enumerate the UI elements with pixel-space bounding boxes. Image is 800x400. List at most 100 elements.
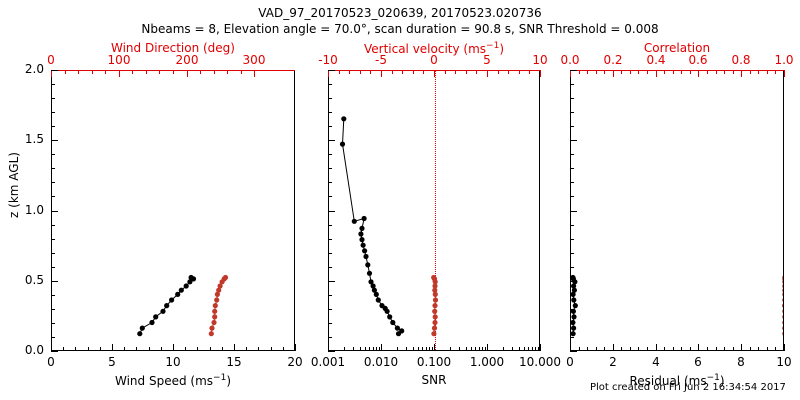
- bottom-minor-tick-residual: [596, 347, 597, 351]
- top-axis-title-wind: Wind Direction (deg): [111, 41, 235, 55]
- top-ticklabel-snr: -10: [318, 53, 338, 67]
- y-minor-tick-residual: [570, 337, 574, 338]
- bottom-minor-tick-snr: [418, 347, 419, 351]
- bottom-minor-tick-residual: [638, 347, 639, 351]
- y-minor-tick-wind: [51, 323, 55, 324]
- bottom-tick-snr: [540, 344, 541, 351]
- bottom-tick-snr: [487, 344, 488, 351]
- bottom-tick-residual: [698, 344, 699, 351]
- bottom-minor-tick-snr: [369, 347, 370, 351]
- bottom-ticklabel-wind: 20: [287, 355, 303, 369]
- bottom-ticklabel-wind: 15: [226, 355, 242, 369]
- top-minor-tick-residual: [630, 70, 631, 74]
- y-minor-tick-residual: [570, 168, 574, 169]
- bottom-minor-tick-snr: [466, 347, 467, 351]
- top-ticklabel-residual: 0.2: [603, 53, 623, 67]
- y-minor-tick-residual: [570, 323, 574, 324]
- y-minor-tick-residual: [570, 295, 574, 296]
- top-minor-tick-snr: [498, 70, 499, 74]
- bottom-tick-snr: [381, 344, 382, 351]
- bottom-tick-residual: [570, 344, 571, 351]
- top-minor-tick-wind: [92, 70, 93, 74]
- plot-frame-snr: [328, 70, 540, 351]
- y-tick-wind: [51, 281, 58, 282]
- top-ticklabel-residual: 1.0: [774, 53, 794, 67]
- top-minor-tick-residual: [647, 70, 648, 74]
- plot-area-snr: [329, 71, 539, 350]
- top-minor-tick-residual: [758, 70, 759, 74]
- bottom-minor-tick-residual: [681, 347, 682, 351]
- bottom-minor-tick-snr: [475, 347, 476, 351]
- y-minor-tick-residual: [570, 112, 574, 113]
- bottom-minor-tick-snr: [450, 347, 451, 351]
- y-minor-tick-snr: [328, 168, 332, 169]
- top-tick-snr: [434, 70, 435, 77]
- y-minor-tick-residual: [570, 196, 574, 197]
- top-tick-residual: [784, 70, 785, 77]
- y-tick-snr: [328, 281, 335, 282]
- top-tick-wind: [51, 70, 52, 77]
- bottom-tick-wind: [295, 344, 296, 351]
- bottom-tick-wind: [112, 344, 113, 351]
- bottom-minor-tick-snr: [373, 347, 374, 351]
- y-minor-tick-snr: [328, 323, 332, 324]
- bottom-minor-tick-residual: [604, 347, 605, 351]
- y-tick-residual: [570, 140, 577, 141]
- y-minor-tick-residual: [570, 253, 574, 254]
- top-ticklabel-residual: 0.8: [731, 53, 751, 67]
- bottom-minor-tick-snr: [426, 347, 427, 351]
- top-minor-tick-wind: [146, 70, 147, 74]
- y-tick-wind: [51, 70, 58, 71]
- y-minor-tick-snr: [328, 309, 332, 310]
- bottom-minor-tick-residual: [775, 347, 776, 351]
- y-minor-tick-wind: [51, 182, 55, 183]
- bottom-minor-tick-snr: [538, 347, 539, 351]
- bottom-minor-tick-wind: [75, 347, 76, 351]
- y-minor-tick-snr: [328, 98, 332, 99]
- figure-title-line-1: VAD_97_20170523_020639, 20170523.020736: [258, 6, 542, 20]
- top-minor-tick-wind: [214, 70, 215, 74]
- top-minor-tick-wind: [227, 70, 228, 74]
- plot-area-wind: [52, 71, 294, 350]
- bottom-minor-tick-snr: [528, 347, 529, 351]
- bottom-minor-tick-snr: [422, 347, 423, 351]
- top-tick-snr: [487, 70, 488, 77]
- y-minor-tick-residual: [570, 309, 574, 310]
- y-minor-tick-snr: [328, 225, 332, 226]
- y-minor-tick-residual: [570, 126, 574, 127]
- bottom-minor-tick-snr: [376, 347, 377, 351]
- bottom-minor-tick-snr: [471, 347, 472, 351]
- y-minor-tick-wind: [51, 84, 55, 85]
- top-minor-tick-snr: [455, 70, 456, 74]
- bottom-minor-tick-snr: [524, 347, 525, 351]
- series-vertical-velocity: [431, 274, 439, 337]
- bottom-tick-wind: [173, 344, 174, 351]
- y-minor-tick-wind: [51, 154, 55, 155]
- bottom-ticklabel-residual: 4: [652, 355, 660, 369]
- top-minor-tick-wind: [78, 70, 79, 74]
- y-minor-tick-wind: [51, 267, 55, 268]
- y-minor-tick-snr: [328, 126, 332, 127]
- top-ticklabel-wind: 300: [242, 53, 266, 67]
- bottom-tick-snr: [434, 344, 435, 351]
- top-tick-residual: [741, 70, 742, 77]
- bottom-tick-wind: [234, 344, 235, 351]
- top-minor-tick-residual: [638, 70, 639, 74]
- bottom-minor-tick-snr: [532, 347, 533, 351]
- top-minor-tick-wind: [132, 70, 133, 74]
- y-minor-tick-residual: [570, 239, 574, 240]
- bottom-minor-tick-residual: [733, 347, 734, 351]
- top-tick-snr: [328, 70, 329, 77]
- bottom-minor-tick-residual: [767, 347, 768, 351]
- bottom-minor-tick-residual: [630, 347, 631, 351]
- top-tick-snr: [540, 70, 541, 77]
- bottom-minor-tick-wind: [246, 347, 247, 351]
- bottom-minor-tick-wind: [271, 347, 272, 351]
- bottom-minor-tick-residual: [707, 347, 708, 351]
- y-minor-tick-wind: [51, 239, 55, 240]
- y-minor-tick-snr: [328, 295, 332, 296]
- y-ticklabel: 0.0: [24, 343, 44, 357]
- bottom-tick-wind: [51, 344, 52, 351]
- bottom-minor-tick-snr: [413, 347, 414, 351]
